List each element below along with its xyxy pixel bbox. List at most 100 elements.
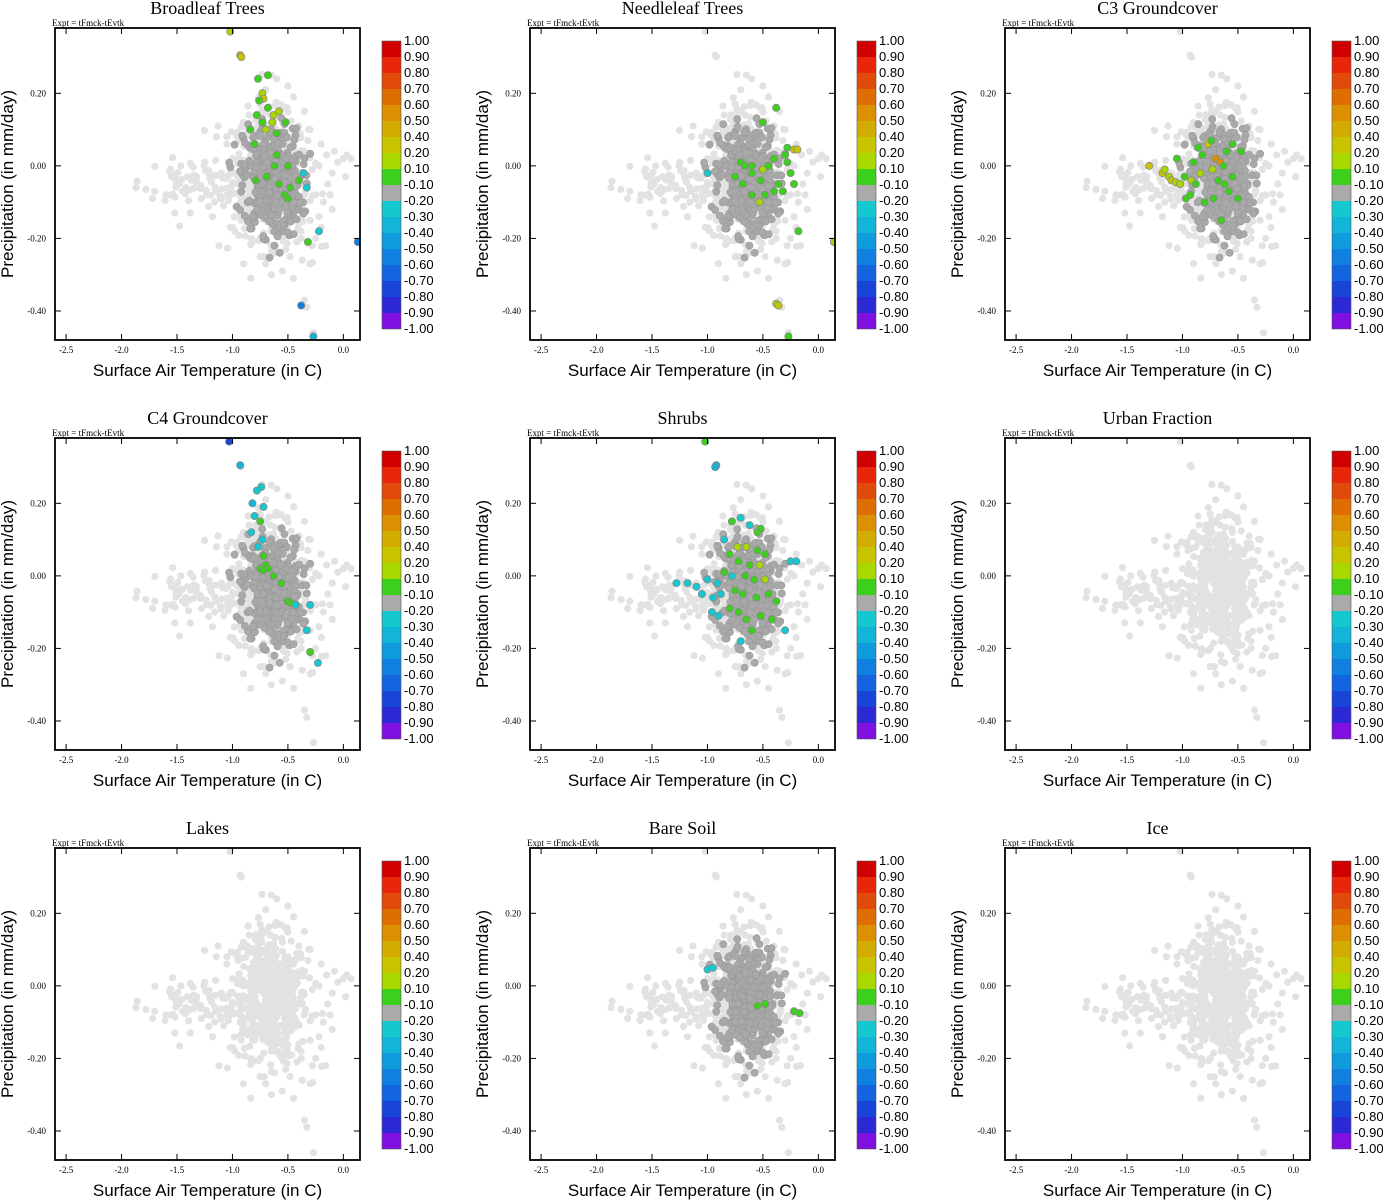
- dark-background-point: [1246, 198, 1255, 207]
- dark-background-point: [720, 196, 729, 205]
- background-point: [720, 111, 728, 119]
- background-point: [1180, 213, 1188, 221]
- colorbar-band: [382, 249, 401, 265]
- dark-background-point: [767, 215, 776, 223]
- dark-background-point: [238, 591, 247, 599]
- x-tick-label: -1.5: [1120, 345, 1135, 355]
- data-point: [778, 187, 787, 196]
- data-point: [1191, 179, 1200, 188]
- background-point: [133, 177, 141, 185]
- background-point: [304, 136, 312, 145]
- dark-background-point: [734, 232, 743, 241]
- background-point: [244, 205, 252, 213]
- background-point: [240, 224, 248, 232]
- background-point: [215, 242, 223, 250]
- background-point: [1117, 173, 1126, 181]
- background-point: [284, 492, 292, 500]
- colorbar-band: [1332, 169, 1351, 185]
- y-tick-label: 0.00: [30, 571, 46, 581]
- background-point: [1250, 296, 1259, 304]
- experiment-label: Expt = tFmck-tEvtk: [52, 428, 125, 438]
- background-point: [1262, 191, 1270, 199]
- colorbar-band: [382, 121, 401, 137]
- background-point: [287, 527, 295, 535]
- background-point: [284, 82, 292, 90]
- background-point: [1198, 238, 1206, 246]
- data-point: [262, 172, 271, 181]
- background-point: [214, 122, 222, 130]
- colorbar-band: [857, 121, 876, 137]
- data-point: [1220, 179, 1229, 188]
- dark-background-point: [1240, 182, 1249, 191]
- background-point: [1239, 274, 1248, 282]
- dark-background-point: [771, 198, 780, 207]
- dark-background-point: [238, 541, 247, 550]
- dark-background-point: [712, 187, 721, 196]
- dark-background-point: [728, 205, 737, 214]
- colorbar-band: [857, 89, 876, 105]
- data-point: [268, 118, 277, 127]
- background-point: [1154, 202, 1163, 211]
- colorbar-band: [1332, 41, 1351, 57]
- data-point: [1228, 140, 1237, 149]
- colorbar-band: [1332, 297, 1351, 313]
- data-point: [303, 237, 312, 246]
- background-point: [652, 162, 660, 170]
- background-point: [206, 173, 214, 181]
- x-tick-label: 0.0: [338, 755, 350, 765]
- data-point: [281, 118, 290, 127]
- data-point: [1228, 172, 1237, 181]
- colorbar-label: 0.90: [404, 459, 429, 474]
- dark-background-point: [1230, 120, 1239, 128]
- background-point: [742, 271, 750, 279]
- colorbar-label: 1.00: [879, 33, 904, 48]
- dark-background-point: [1230, 179, 1238, 188]
- dark-background-point: [253, 615, 262, 624]
- background-point: [1259, 329, 1267, 337]
- colorbar-band: [1332, 265, 1351, 281]
- background-point: [212, 156, 220, 164]
- background-point: [705, 213, 713, 221]
- dark-background-point: [765, 135, 774, 144]
- background-point: [1278, 169, 1286, 177]
- data-point: [269, 571, 278, 580]
- background-point: [660, 197, 668, 205]
- background-point: [171, 209, 179, 217]
- background-point: [607, 184, 615, 192]
- background-point: [1297, 155, 1305, 163]
- y-tick-label: -0.20: [502, 233, 521, 243]
- scatter-points: [607, 28, 835, 340]
- background-point: [244, 615, 252, 624]
- colorbar-band: [857, 265, 876, 281]
- colorbar-band: [857, 153, 876, 169]
- dark-background-point: [302, 581, 311, 590]
- background-point: [185, 607, 193, 615]
- dark-background-point: [273, 232, 282, 241]
- background-point: [1185, 150, 1193, 158]
- data-point: [747, 169, 756, 178]
- data-point: [297, 301, 306, 310]
- background-point: [319, 198, 327, 206]
- dark-background-point: [302, 589, 311, 598]
- dark-background-point: [256, 132, 264, 140]
- dark-background-point: [295, 150, 303, 159]
- colorbar-label: 0.50: [404, 523, 429, 538]
- background-point: [151, 572, 159, 581]
- background-point: [664, 163, 672, 171]
- dark-background-point: [282, 133, 291, 142]
- dark-background-point: [740, 188, 749, 197]
- dark-background-point: [758, 208, 767, 217]
- colorbar-band: [382, 233, 401, 249]
- dark-background-point: [225, 568, 233, 577]
- dark-background-point: [292, 215, 301, 223]
- data-point: [277, 579, 286, 588]
- dark-background-point: [291, 582, 300, 591]
- background-point: [214, 532, 222, 540]
- x-tick-label: -1.5: [170, 755, 185, 765]
- background-point: [306, 216, 314, 224]
- data-point: [309, 332, 318, 340]
- data-point: [1194, 143, 1203, 152]
- data-point: [259, 502, 268, 511]
- y-tick-label: 0.20: [505, 88, 521, 98]
- background-point: [698, 244, 707, 252]
